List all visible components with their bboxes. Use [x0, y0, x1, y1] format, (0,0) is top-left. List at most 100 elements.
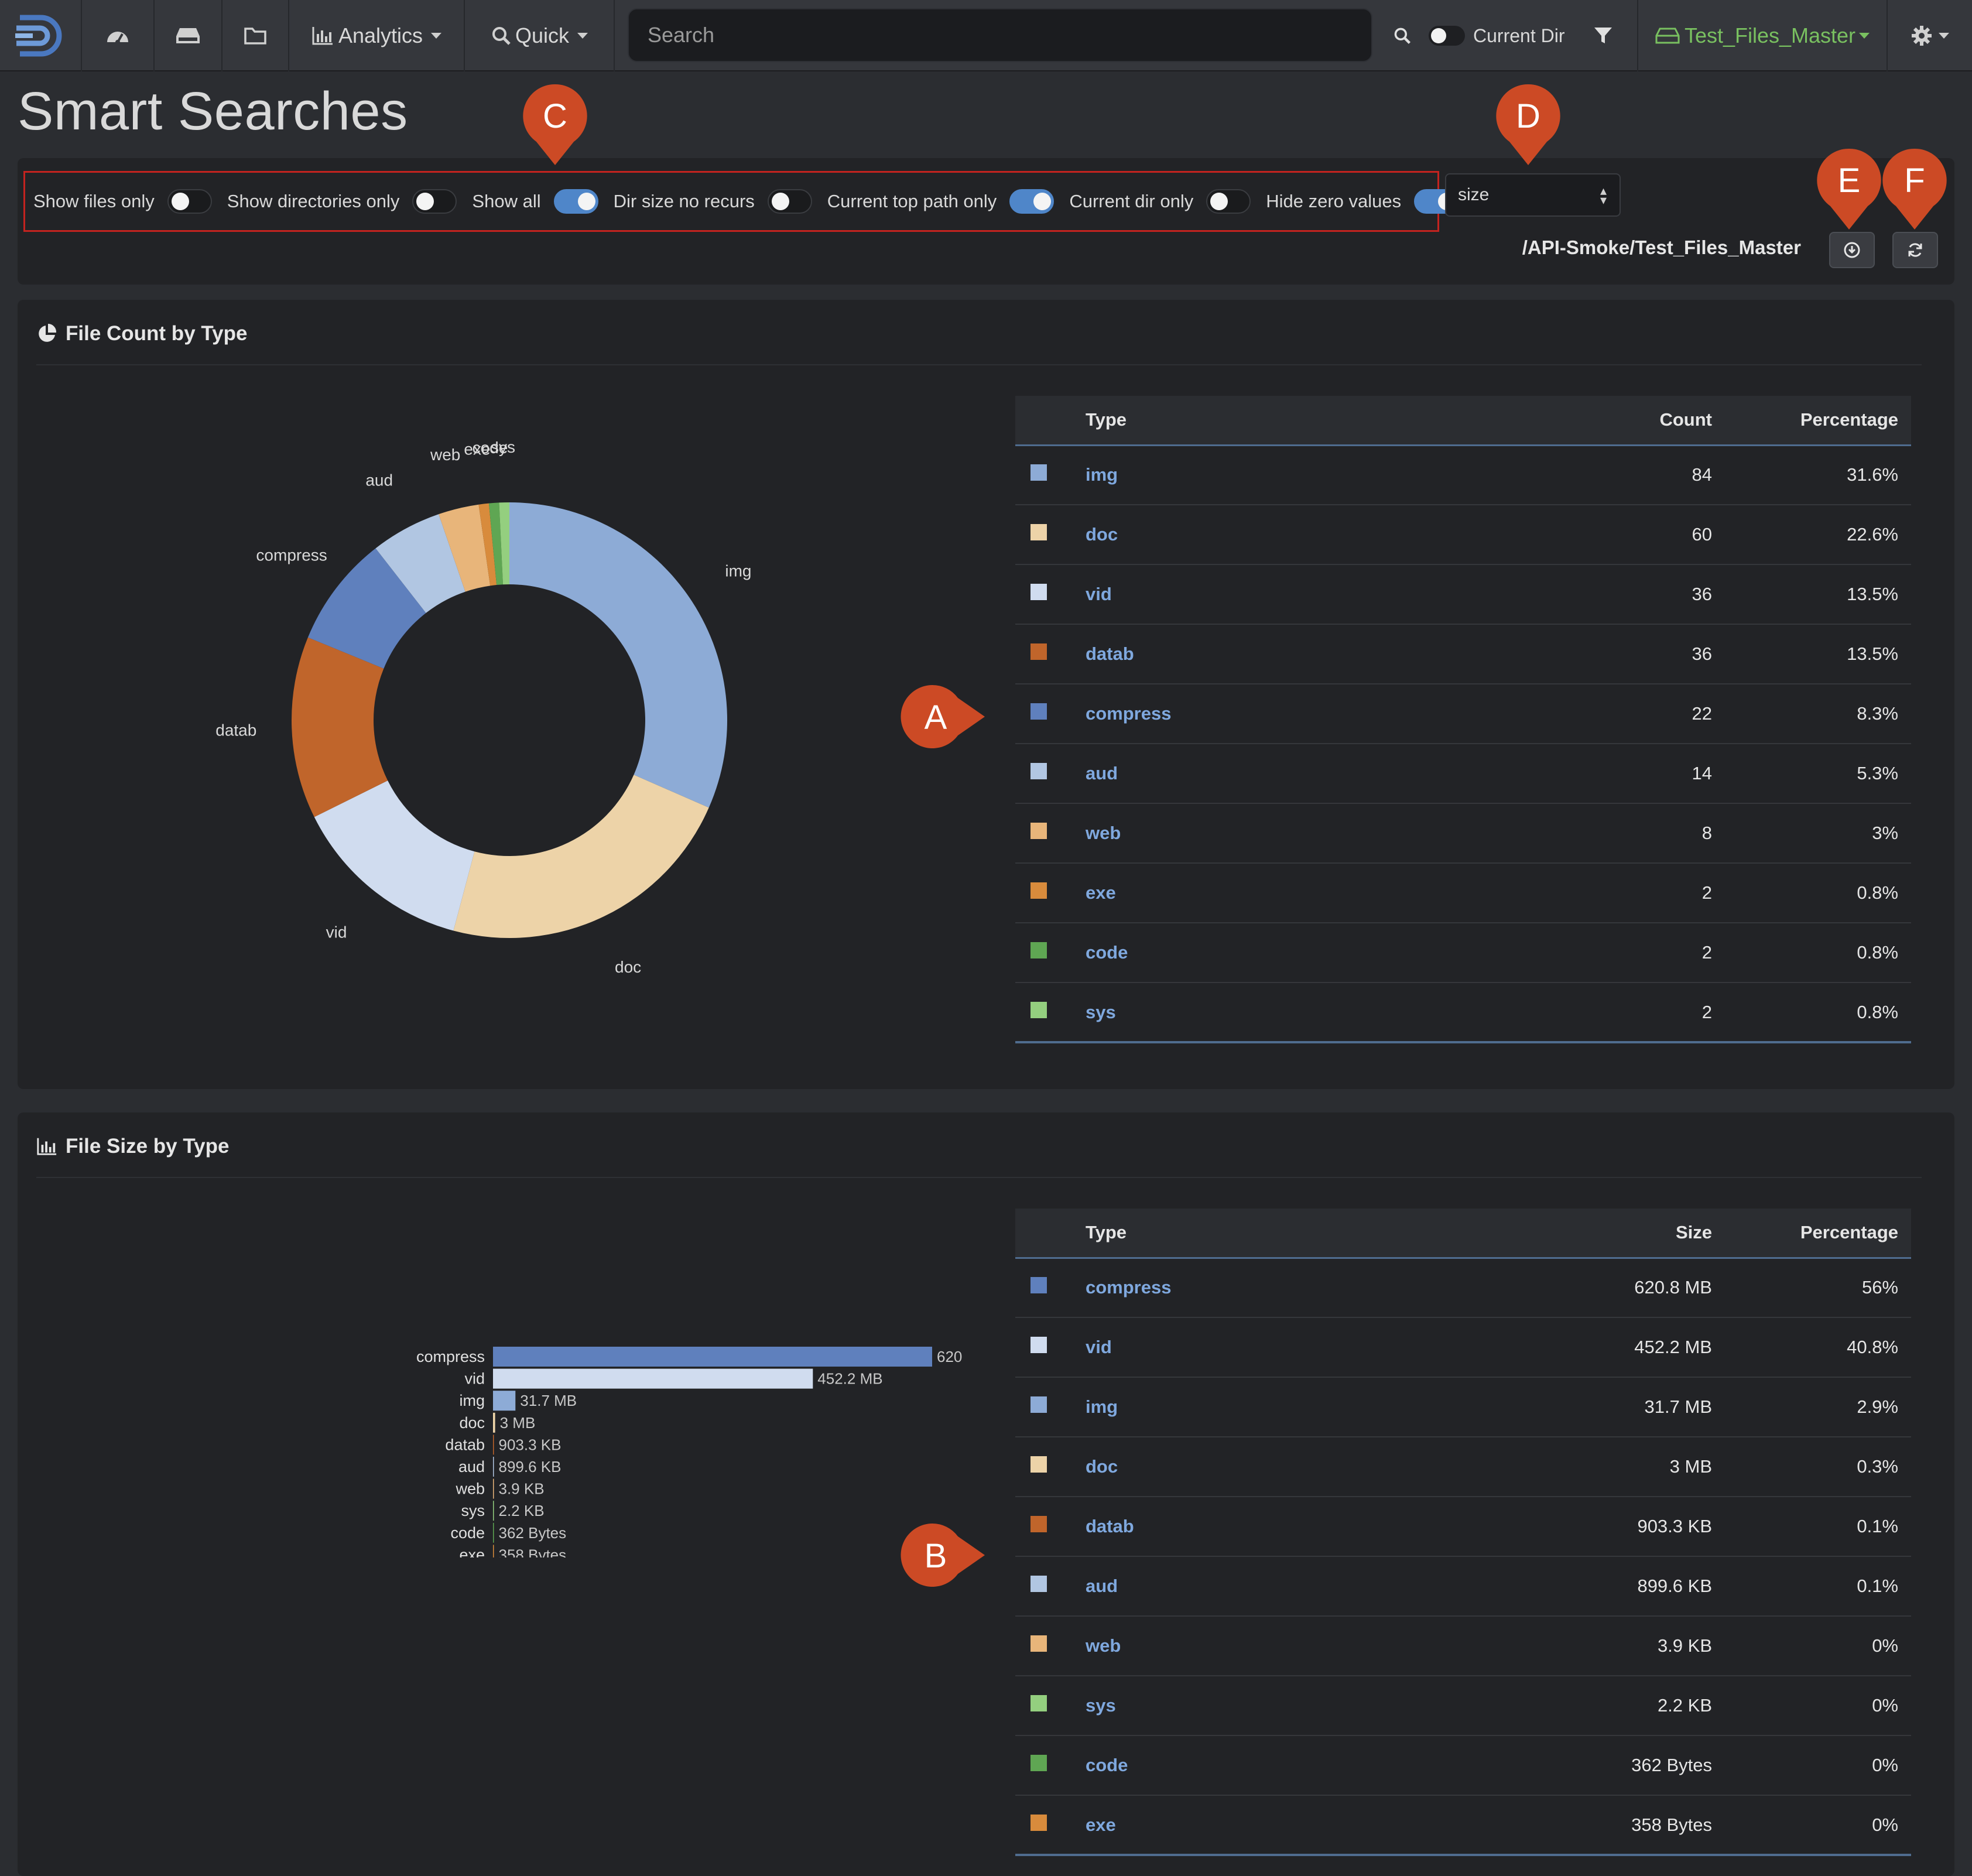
option-show-directories-only[interactable]: Show directories only: [227, 189, 457, 214]
option-current-dir-only[interactable]: Current dir only: [1069, 189, 1251, 214]
type-link[interactable]: aud: [1086, 763, 1118, 783]
store-selector[interactable]: Test_Files_Master: [1638, 0, 1888, 71]
type-link[interactable]: img: [1086, 464, 1118, 485]
bar-datab[interactable]: [493, 1435, 494, 1455]
dashboard-nav[interactable]: [82, 0, 155, 71]
table-row[interactable]: code 362 Bytes 0%: [1015, 1735, 1911, 1796]
table-row[interactable]: datab 36 13.5%: [1015, 624, 1911, 684]
type-link[interactable]: datab: [1086, 643, 1134, 664]
table-row[interactable]: sys 2.2 KB 0%: [1015, 1676, 1911, 1736]
type-link[interactable]: code: [1086, 942, 1128, 963]
type-link[interactable]: compress: [1086, 1277, 1172, 1298]
table-row[interactable]: exe 358 Bytes 0%: [1015, 1795, 1911, 1856]
donut-slice-vid[interactable]: [314, 780, 475, 931]
table-row[interactable]: doc 60 22.6%: [1015, 505, 1911, 565]
donut-slice-compress[interactable]: [307, 548, 426, 669]
filter-button[interactable]: [1569, 0, 1638, 71]
quick-menu[interactable]: Quick: [465, 0, 615, 71]
type-link[interactable]: datab: [1086, 1516, 1134, 1536]
toggle-switch[interactable]: [167, 189, 212, 214]
bar-aud[interactable]: [493, 1457, 494, 1477]
bar-exe[interactable]: [493, 1545, 494, 1557]
table-row[interactable]: compress 22 8.3%: [1015, 684, 1911, 744]
table-row[interactable]: doc 3 MB 0.3%: [1015, 1437, 1911, 1497]
table-row[interactable]: aud 899.6 KB 0.1%: [1015, 1556, 1911, 1617]
table-row[interactable]: sys 2 0.8%: [1015, 982, 1911, 1043]
donut-slice-exe[interactable]: [478, 503, 497, 586]
toggle-switch[interactable]: [553, 189, 598, 214]
toggle-switch[interactable]: [1009, 189, 1055, 214]
option-hide-zero-values[interactable]: Hide zero values: [1266, 189, 1459, 214]
type-link[interactable]: vid: [1086, 584, 1112, 604]
percentage-cell: 0.3%: [1712, 1437, 1911, 1497]
size-column-header[interactable]: Size: [1675, 1222, 1712, 1243]
analytics-menu[interactable]: Analytics: [289, 0, 465, 71]
table-row[interactable]: img 84 31.6%: [1015, 445, 1911, 505]
color-swatch: [1030, 763, 1047, 779]
type-link[interactable]: web: [1086, 1635, 1121, 1656]
type-link[interactable]: sys: [1086, 1001, 1116, 1022]
table-row[interactable]: vid 452.2 MB 40.8%: [1015, 1317, 1911, 1378]
option-show-files-only[interactable]: Show files only: [33, 189, 212, 214]
search-input[interactable]: [646, 22, 1354, 48]
type-link[interactable]: compress: [1086, 703, 1172, 724]
table-row[interactable]: vid 36 13.5%: [1015, 564, 1911, 625]
table-row[interactable]: web 3.9 KB 0%: [1015, 1616, 1911, 1676]
donut-slice-sys[interactable]: [499, 502, 509, 585]
type-link[interactable]: doc: [1086, 524, 1118, 545]
type-link[interactable]: sys: [1086, 1695, 1116, 1716]
table-row[interactable]: code 2 0.8%: [1015, 923, 1911, 983]
donut-slice-doc[interactable]: [453, 775, 709, 938]
table-row[interactable]: img 31.7 MB 2.9%: [1015, 1377, 1911, 1437]
type-link[interactable]: aud: [1086, 1576, 1118, 1596]
type-column-header[interactable]: Type: [1086, 409, 1127, 430]
search-submit-button[interactable]: [1382, 0, 1423, 71]
type-link[interactable]: vid: [1086, 1337, 1112, 1357]
donut-slice-aud[interactable]: [375, 514, 465, 613]
type-link[interactable]: img: [1086, 1396, 1118, 1417]
search-options-group: Show files only Show directories only Sh…: [23, 171, 1459, 232]
bar-web[interactable]: [493, 1478, 494, 1499]
option-dir-size-no-recurs[interactable]: Dir size no recurs: [614, 189, 812, 214]
option-current-top-path-only[interactable]: Current top path only: [827, 189, 1055, 214]
settings-menu[interactable]: [1888, 0, 1972, 71]
sort-by-select[interactable]: size ▴ ▾: [1445, 173, 1621, 217]
bar-vid[interactable]: [493, 1368, 813, 1389]
count-column-header[interactable]: Count: [1659, 409, 1712, 430]
table-row[interactable]: aud 14 5.3%: [1015, 744, 1911, 804]
type-link[interactable]: doc: [1086, 1456, 1118, 1477]
current-dir-switch[interactable]: [1429, 26, 1465, 46]
bar-img[interactable]: [493, 1391, 516, 1411]
bar-code[interactable]: [493, 1522, 494, 1543]
table-row[interactable]: exe 2 0.8%: [1015, 863, 1911, 923]
table-row[interactable]: datab 903.3 KB 0.1%: [1015, 1497, 1911, 1557]
table-row[interactable]: compress 620.8 MB 56%: [1015, 1258, 1911, 1318]
toggle-switch[interactable]: [1206, 189, 1251, 214]
type-link[interactable]: code: [1086, 1755, 1128, 1775]
option-show-all[interactable]: Show all: [472, 189, 598, 214]
download-button[interactable]: [1829, 232, 1875, 268]
type-link[interactable]: web: [1086, 823, 1121, 843]
current-dir-toggle[interactable]: Current Dir: [1429, 0, 1569, 71]
type-link[interactable]: exe: [1086, 882, 1116, 903]
storage-nav[interactable]: [155, 0, 222, 71]
percentage-column-header[interactable]: Percentage: [1800, 1222, 1898, 1243]
donut-slice-web[interactable]: [439, 504, 491, 592]
toggle-switch[interactable]: [412, 189, 457, 214]
app-logo[interactable]: [0, 0, 82, 71]
type-link[interactable]: exe: [1086, 1814, 1116, 1835]
donut-slice-datab[interactable]: [291, 637, 388, 817]
type-cell: aud: [1086, 1556, 1536, 1617]
bar-sys[interactable]: [493, 1501, 494, 1521]
donut-slice-img[interactable]: [509, 502, 727, 808]
table-row[interactable]: web 8 3%: [1015, 803, 1911, 864]
folder-nav[interactable]: [222, 0, 289, 71]
bar-doc[interactable]: [493, 1412, 495, 1433]
type-column-header[interactable]: Type: [1086, 1222, 1127, 1243]
donut-slice-code[interactable]: [488, 502, 504, 586]
refresh-button[interactable]: [1892, 232, 1938, 268]
percentage-cell: 0%: [1712, 1676, 1911, 1736]
toggle-switch[interactable]: [767, 189, 812, 214]
bar-compress[interactable]: [493, 1347, 932, 1367]
percentage-column-header[interactable]: Percentage: [1800, 409, 1898, 430]
